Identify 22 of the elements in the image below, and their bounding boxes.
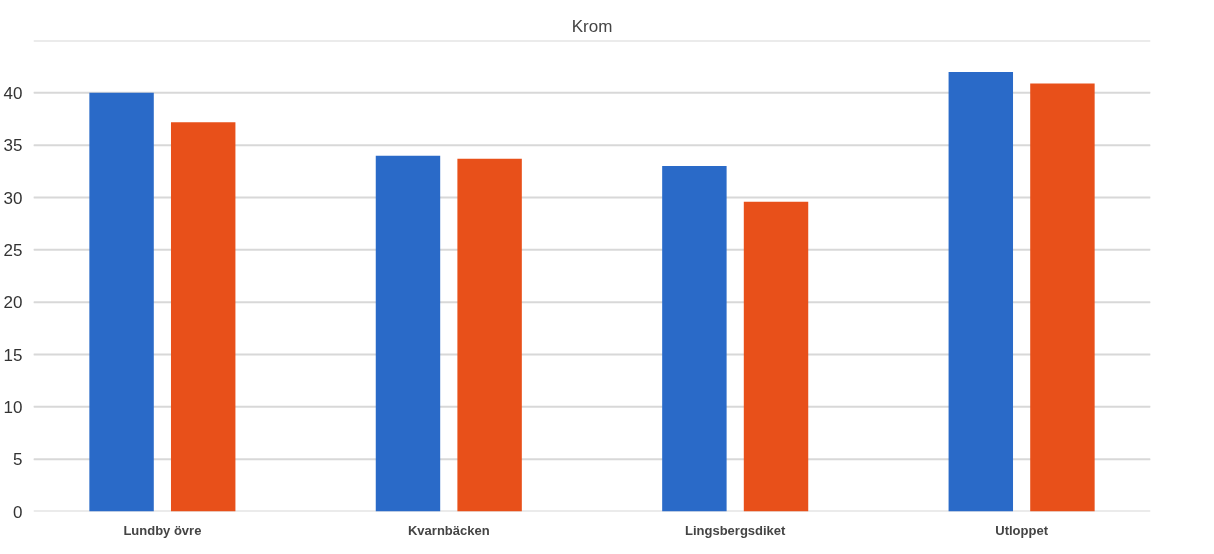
bar (375, 155, 441, 512)
chart-title: Krom (571, 16, 613, 36)
y-tick-label: 0 (13, 502, 23, 522)
bar (948, 71, 1014, 512)
y-tick-label: 10 (3, 397, 23, 417)
y-tick-label: 30 (3, 188, 23, 208)
x-tick-label: Lingsbergsdiket (685, 522, 787, 538)
y-tick-label: 20 (3, 293, 23, 313)
bar (662, 166, 727, 512)
y-tick-label: 15 (3, 345, 23, 365)
x-tick-label: Utloppet (995, 522, 1049, 538)
bar (89, 92, 154, 512)
bar (743, 201, 809, 512)
bar (457, 158, 522, 512)
y-tick-label: 5 (13, 450, 23, 470)
y-tick-label: 40 (3, 83, 23, 103)
y-tick-label: 25 (3, 240, 23, 260)
bar (1030, 83, 1095, 512)
x-tick-label: Kvarnbäcken (407, 522, 490, 538)
bar (170, 122, 236, 512)
y-tick-label: 35 (3, 136, 23, 156)
x-tick-label: Lundby övre (123, 522, 202, 538)
